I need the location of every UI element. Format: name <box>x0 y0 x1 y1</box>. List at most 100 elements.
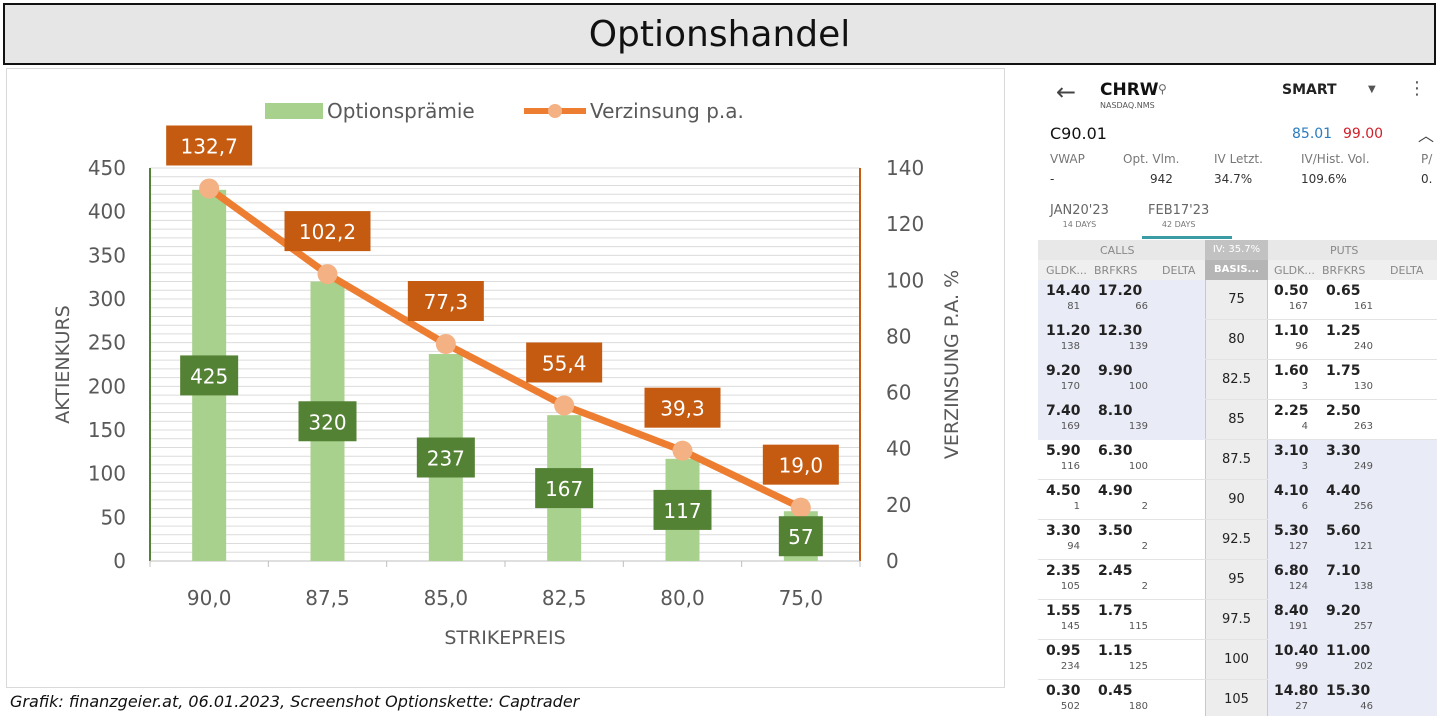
phone-header: ← CHRW NASDAQ.NMS ⚲ SMART ▼ ⋮ <box>1038 68 1437 118</box>
chain-row[interactable]: 1.55 1.75 145 115 97.5 8.40 9.20 191 257 <box>1038 600 1437 640</box>
y2-tick-label: 20 <box>886 493 911 517</box>
call-ask[interactable]: 12.30 <box>1098 323 1142 339</box>
strike-price: 85 <box>1205 412 1268 427</box>
put-ask[interactable]: 9.20 <box>1326 603 1361 619</box>
stat-value-vwap: - <box>1050 172 1054 186</box>
put-ask[interactable]: 1.25 <box>1326 323 1361 339</box>
more-menu-icon[interactable]: ⋮ <box>1408 78 1426 99</box>
call-ask[interactable]: 17.20 <box>1098 283 1142 299</box>
collapse-icon[interactable]: ︿ <box>1418 122 1434 146</box>
put-ask[interactable]: 4.40 <box>1326 483 1361 499</box>
combo-chart: 0501001502002503003504004500204060801001… <box>7 69 1006 689</box>
put-bid-size: 3 <box>1272 461 1308 472</box>
legend-label-line: Verzinsung p.a. <box>590 99 744 123</box>
bar-value-label: 237 <box>427 447 465 471</box>
call-ask-size: 115 <box>1112 621 1148 632</box>
put-bid[interactable]: 8.40 <box>1274 603 1309 619</box>
call-ask[interactable]: 2.45 <box>1098 563 1133 579</box>
put-ask[interactable]: 3.30 <box>1326 443 1361 459</box>
call-ask[interactable]: 1.15 <box>1098 643 1133 659</box>
put-bid[interactable]: 2.25 <box>1274 403 1309 419</box>
bid-price: 85.01 <box>1292 126 1332 142</box>
put-bid[interactable]: 6.80 <box>1274 563 1309 579</box>
chain-row[interactable]: 2.35 2.45 105 2 95 6.80 7.10 124 138 <box>1038 560 1437 600</box>
col-header-gldk[interactable]: GLDK... <box>1274 264 1315 277</box>
call-bid[interactable]: 0.30 <box>1046 683 1081 699</box>
ask-price: 99.00 <box>1343 126 1383 142</box>
call-ask[interactable]: 3.50 <box>1098 523 1133 539</box>
call-bid[interactable]: 4.50 <box>1046 483 1081 499</box>
call-bid[interactable]: 2.35 <box>1046 563 1081 579</box>
call-ask[interactable]: 9.90 <box>1098 363 1133 379</box>
tab-expiry-jan[interactable]: JAN20'23 14 DAYS <box>1050 203 1109 229</box>
chain-row[interactable]: 0.95 1.15 234 125 100 10.40 11.00 99 202 <box>1038 640 1437 680</box>
put-ask[interactable]: 11.00 <box>1326 643 1370 659</box>
put-ask[interactable]: 15.30 <box>1326 683 1370 699</box>
search-icon[interactable]: ⚲ <box>1158 82 1167 96</box>
call-bid[interactable]: 5.90 <box>1046 443 1081 459</box>
put-bid[interactable]: 14.80 <box>1274 683 1318 699</box>
put-ask-size: 249 <box>1337 461 1373 472</box>
line-point <box>318 264 338 284</box>
call-ask[interactable]: 8.10 <box>1098 403 1133 419</box>
line-point <box>673 441 693 461</box>
call-bid-size: 116 <box>1044 461 1080 472</box>
bar-value-label: 425 <box>190 364 228 388</box>
chain-row[interactable]: 3.30 3.50 94 2 92.5 5.30 5.60 127 121 <box>1038 520 1437 560</box>
col-header-delta[interactable]: DELTA <box>1390 264 1423 277</box>
stat-label-iv-hist: IV/Hist. Vol. <box>1301 152 1370 166</box>
y-tick-label: 250 <box>88 331 126 355</box>
tab-expiry-feb[interactable]: FEB17'23 42 DAYS <box>1148 203 1209 229</box>
x-tick-label: 90,0 <box>187 586 232 610</box>
put-bid[interactable]: 0.50 <box>1274 283 1309 299</box>
call-bid[interactable]: 14.40 <box>1046 283 1090 299</box>
put-bid[interactable]: 5.30 <box>1274 523 1309 539</box>
call-bid[interactable]: 11.20 <box>1046 323 1090 339</box>
chain-row[interactable]: 9.20 9.90 170 100 82.5 1.60 1.75 3 130 <box>1038 360 1437 400</box>
put-ask[interactable]: 7.10 <box>1326 563 1361 579</box>
put-bid[interactable]: 1.60 <box>1274 363 1309 379</box>
stat-label-p: P/ <box>1421 152 1432 166</box>
chain-row[interactable]: 5.90 6.30 116 100 87.5 3.10 3.30 3 249 <box>1038 440 1437 480</box>
call-bid[interactable]: 3.30 <box>1046 523 1081 539</box>
chain-row[interactable]: 4.50 4.90 1 2 90 4.10 4.40 6 256 <box>1038 480 1437 520</box>
put-ask[interactable]: 1.75 <box>1326 363 1361 379</box>
col-header-delta[interactable]: DELTA <box>1162 264 1195 277</box>
put-bid[interactable]: 1.10 <box>1274 323 1309 339</box>
call-ask[interactable]: 0.45 <box>1098 683 1133 699</box>
put-ask[interactable]: 0.65 <box>1326 283 1361 299</box>
chain-row[interactable]: 14.40 17.20 81 66 75 0.50 0.65 167 161 <box>1038 280 1437 320</box>
chain-row[interactable]: 0.30 0.45 502 180 105 14.80 15.30 27 46 <box>1038 680 1437 716</box>
strike-price: 100 <box>1205 652 1268 667</box>
put-bid[interactable]: 4.10 <box>1274 483 1309 499</box>
put-ask[interactable]: 2.50 <box>1326 403 1361 419</box>
call-bid-size: 81 <box>1044 301 1080 312</box>
call-bid[interactable]: 7.40 <box>1046 403 1081 419</box>
chevron-down-icon[interactable]: ▼ <box>1368 84 1376 95</box>
call-bid[interactable]: 1.55 <box>1046 603 1081 619</box>
put-ask[interactable]: 5.60 <box>1326 523 1361 539</box>
back-arrow-icon[interactable]: ← <box>1056 78 1076 106</box>
call-ask[interactable]: 6.30 <box>1098 443 1133 459</box>
legend-label-bar: Optionsprämie <box>327 99 475 123</box>
put-bid[interactable]: 10.40 <box>1274 643 1318 659</box>
col-header-brfkrs[interactable]: BRFKRS <box>1094 264 1137 277</box>
put-ask-size: 240 <box>1337 341 1373 352</box>
call-bid-size: 145 <box>1044 621 1080 632</box>
call-ask[interactable]: 4.90 <box>1098 483 1133 499</box>
call-ask-size: 139 <box>1112 421 1148 432</box>
chain-row[interactable]: 11.20 12.30 138 139 80 1.10 1.25 96 240 <box>1038 320 1437 360</box>
call-bid[interactable]: 9.20 <box>1046 363 1081 379</box>
chain-row[interactable]: 7.40 8.10 169 139 85 2.25 2.50 4 263 <box>1038 400 1437 440</box>
col-header-gldk[interactable]: GLDK... <box>1046 264 1087 277</box>
call-ask[interactable]: 1.75 <box>1098 603 1133 619</box>
stat-label-iv-last: IV Letzt. <box>1214 152 1263 166</box>
bar-value-label: 57 <box>788 525 813 549</box>
put-bid[interactable]: 3.10 <box>1274 443 1309 459</box>
col-header-basis[interactable]: BASIS... <box>1205 260 1268 280</box>
routing-selector[interactable]: SMART <box>1282 82 1337 98</box>
call-bid[interactable]: 0.95 <box>1046 643 1081 659</box>
line-point <box>199 178 219 198</box>
col-header-brfkrs[interactable]: BRFKRS <box>1322 264 1365 277</box>
line-value-label: 132,7 <box>181 134 238 158</box>
